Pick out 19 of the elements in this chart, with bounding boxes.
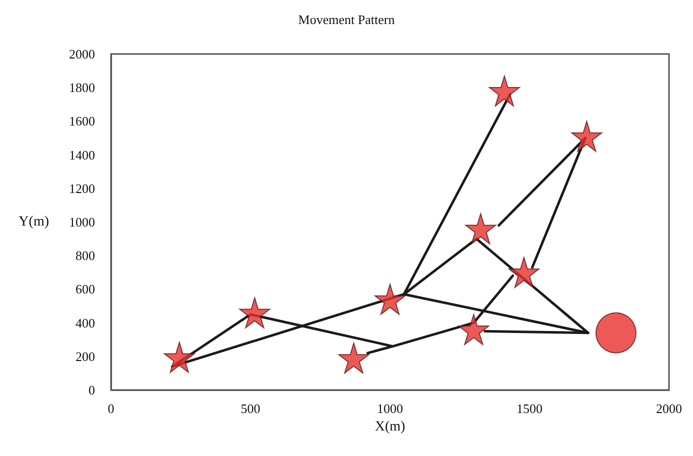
y-tick-label: 400 bbox=[76, 315, 95, 330]
x-axis-title: X(m) bbox=[374, 420, 406, 434]
y-tick-label: 1800 bbox=[69, 80, 95, 96]
chart-title: Movement Pattern bbox=[298, 12, 396, 27]
y-tick-label: 600 bbox=[76, 282, 95, 297]
y-tick-label: 800 bbox=[76, 248, 95, 264]
x-tick-label: 500 bbox=[240, 401, 260, 416]
x-tick-label: 1000 bbox=[377, 401, 403, 416]
y-axis-title: Y(m) bbox=[18, 214, 50, 230]
x-tick-label: 1500 bbox=[516, 401, 542, 416]
y-tick-label: 1600 bbox=[69, 114, 95, 129]
x-tick-label: 0 bbox=[108, 401, 114, 416]
y-tick-label: 1000 bbox=[69, 214, 95, 230]
x-tick-label: 2000 bbox=[656, 401, 682, 416]
y-tick-label: 1200 bbox=[69, 180, 95, 196]
y-tick-label: 0 bbox=[88, 382, 95, 398]
y-tick-label: 1400 bbox=[69, 147, 95, 162]
y-tick-label: 2000 bbox=[69, 46, 95, 62]
y-tick-label: 200 bbox=[76, 348, 95, 364]
